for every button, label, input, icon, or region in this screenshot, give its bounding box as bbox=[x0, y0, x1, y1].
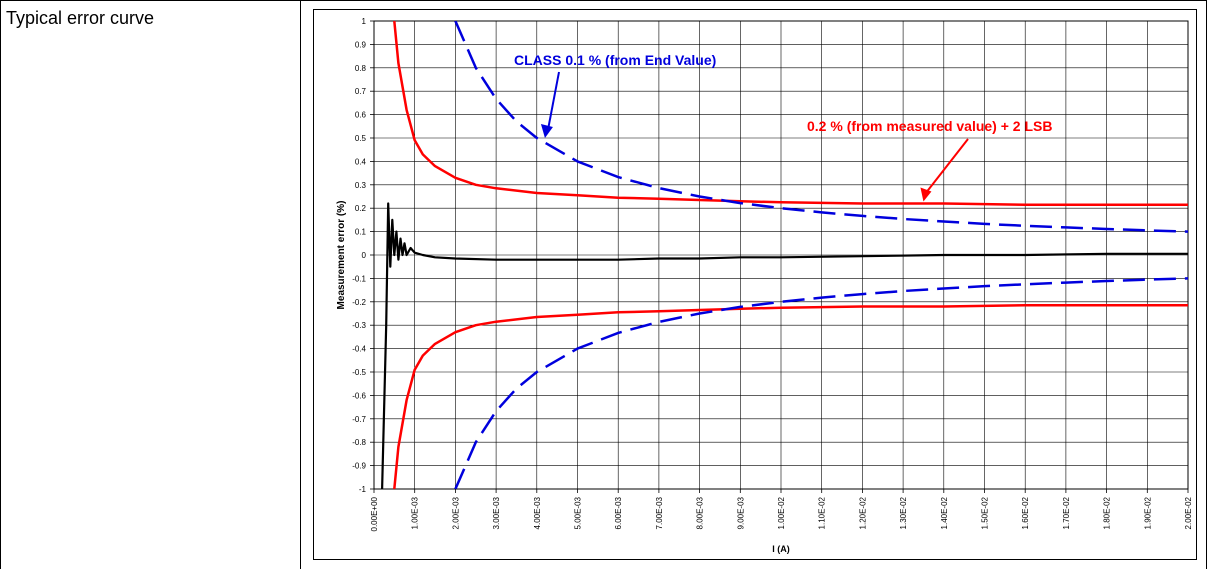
y-tick-label: 0 bbox=[362, 251, 367, 260]
error-curve-chart: 1 0.9 0.8 0.7 0.6 0.5 0.4 0.3 0.2 0.1 0 -0.1 -0.2 -0.… bbox=[336, 17, 1193, 554]
x-tick-label: 1.50E-02 bbox=[981, 496, 990, 529]
x-tick-label: 1.00E-03 bbox=[411, 496, 420, 529]
x-tick-label: 1.70E-02 bbox=[1062, 496, 1071, 529]
y-tick-label: -0.5 bbox=[352, 368, 366, 377]
y-tick-label: 0.2 bbox=[355, 204, 367, 213]
y-tick-label: -0.3 bbox=[352, 321, 366, 330]
series-line-2 bbox=[393, 304, 1188, 489]
x-tick-label: 4.00E-03 bbox=[533, 496, 542, 529]
x-tick-label: 8.00E-03 bbox=[696, 496, 705, 529]
x-tick-label: 5.00E-03 bbox=[574, 496, 583, 529]
y-tick-label: 0.3 bbox=[355, 181, 367, 190]
x-axis-label: I (A) bbox=[772, 544, 790, 554]
annotation-class-arrowhead bbox=[540, 124, 553, 138]
series-line-1 bbox=[393, 21, 1188, 206]
y-tick-label: -1 bbox=[359, 485, 367, 494]
y-tick-label: 0.5 bbox=[355, 134, 367, 143]
x-tick-label: 1.10E-02 bbox=[818, 496, 827, 529]
x-tick-label: 2.00E-03 bbox=[451, 496, 460, 529]
table-top-border bbox=[0, 0, 1207, 1]
x-tick-label: 1.80E-02 bbox=[1103, 496, 1112, 529]
x-tick-label: 1.00E-02 bbox=[777, 496, 786, 529]
series-line-4 bbox=[454, 277, 1188, 489]
row-label: Typical error curve bbox=[6, 8, 155, 28]
y-tick-label: -0.4 bbox=[352, 345, 366, 354]
y-tick-label: 0.9 bbox=[355, 40, 367, 49]
x-tick-label: 2.00E-02 bbox=[1184, 496, 1193, 529]
x-tick-label: 9.00E-03 bbox=[736, 496, 745, 529]
table-left-border bbox=[0, 0, 1, 569]
annotation-class-label: CLASS 0.1 % (from End Value) bbox=[514, 52, 716, 68]
y-tick-label: 0.1 bbox=[355, 228, 367, 237]
series-line-3 bbox=[454, 21, 1188, 233]
y-tick-label: 0.4 bbox=[355, 157, 367, 166]
annotation-limit-arrowhead bbox=[920, 187, 932, 202]
x-tick-label: 3.00E-03 bbox=[492, 496, 501, 529]
y-tick-label: 0.6 bbox=[355, 111, 367, 120]
y-tick-label: -0.7 bbox=[352, 415, 366, 424]
y-axis-label: Measurement error (%) bbox=[336, 201, 347, 310]
annotation-limit-arrow bbox=[924, 138, 969, 195]
series-line-5 bbox=[381, 202, 1188, 489]
x-tick-label: 1.30E-02 bbox=[899, 496, 908, 529]
chart-frame: 1 0.9 0.8 0.7 0.6 0.5 0.4 0.3 0.2 0.1 0 -0.1 -0.2 -0.… bbox=[313, 9, 1197, 560]
x-tick-label: 1.60E-02 bbox=[1021, 496, 1030, 529]
x-tick-label: 1.40E-02 bbox=[940, 496, 949, 529]
x-tick-label: 0.00E+00 bbox=[370, 496, 379, 531]
x-tick-label: 6.00E-03 bbox=[614, 496, 623, 529]
x-tick-label: 7.00E-03 bbox=[655, 496, 664, 529]
x-tick-label: 1.90E-02 bbox=[1143, 496, 1152, 529]
y-tick-label: 0.8 bbox=[355, 64, 367, 73]
y-tick-label: -0.1 bbox=[352, 274, 366, 283]
annotation-limit-label: 0.2 % (from measured value) + 2 LSB bbox=[807, 118, 1052, 134]
y-tick-label: -0.2 bbox=[352, 298, 366, 307]
table-column-divider bbox=[300, 0, 301, 569]
y-tick-label: -0.6 bbox=[352, 391, 366, 400]
y-tick-label: 0.7 bbox=[355, 87, 367, 96]
y-tick-label: -0.9 bbox=[352, 462, 366, 471]
y-tick-label: 1 bbox=[362, 17, 367, 26]
y-tick-label: -0.8 bbox=[352, 438, 366, 447]
annotation-class-arrow bbox=[546, 71, 560, 131]
x-tick-label: 1.20E-02 bbox=[858, 496, 867, 529]
